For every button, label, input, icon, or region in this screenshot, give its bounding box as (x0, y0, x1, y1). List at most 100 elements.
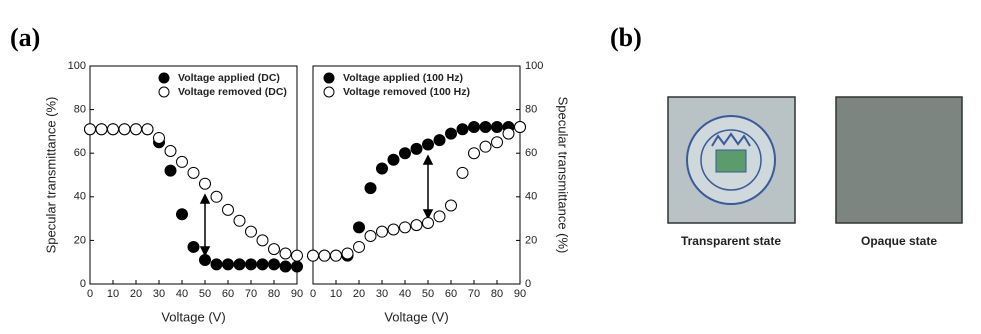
data-point (445, 127, 457, 140)
data-point (445, 199, 457, 212)
data-point (387, 153, 400, 166)
legend-marker (158, 72, 170, 84)
photo-transparent (667, 96, 796, 224)
data-point (376, 162, 388, 175)
x-tick-label: 60 (445, 288, 457, 300)
legend-label: Voltage removed (DC) (178, 86, 287, 98)
data-point (387, 223, 400, 236)
data-point (279, 260, 292, 273)
data-point (353, 240, 365, 253)
data-point (199, 254, 211, 267)
y-tick-label: 40 (525, 191, 537, 203)
legend-marker (323, 86, 335, 98)
data-point (353, 221, 365, 234)
x-tick-label: 0 (87, 288, 93, 300)
data-point (479, 121, 492, 134)
plot-frame (89, 65, 298, 285)
y-axis-title: Specular transmittance (%) (556, 97, 571, 254)
data-point (468, 121, 480, 134)
data-point (279, 247, 292, 260)
y-tick-label: 80 (74, 104, 86, 116)
data-point (107, 123, 119, 136)
x-tick-label: 20 (353, 288, 365, 300)
data-point (456, 166, 469, 179)
data-point (245, 258, 257, 271)
data-point (468, 147, 480, 160)
x-tick-label: 10 (107, 288, 119, 300)
data-point (364, 182, 377, 195)
legend-label: Voltage applied (100 Hz) (343, 72, 463, 84)
arrow (199, 154, 434, 257)
y-tick-label: 80 (525, 104, 537, 116)
data-point (291, 249, 303, 262)
x-tick-label: 30 (376, 288, 388, 300)
panel-label: (b) (610, 23, 642, 52)
data-point (233, 258, 246, 271)
data-point (164, 145, 177, 158)
image-caption: Opaque state (861, 234, 937, 248)
data-point (341, 247, 354, 260)
x-tick-label: 80 (491, 288, 503, 300)
x-tick-label: 30 (153, 288, 165, 300)
y-axis-title: Specular transmittance (%) (43, 97, 58, 254)
data-point (330, 249, 342, 262)
data-point (410, 142, 423, 155)
legend-label: Voltage removed (100 Hz) (343, 86, 470, 98)
data-point (164, 164, 177, 177)
x-tick-label: 0 (310, 288, 316, 300)
data-point (176, 208, 188, 221)
x-tick-label: 40 (399, 288, 411, 300)
data-point (502, 127, 515, 140)
x-tick-label: 80 (268, 288, 280, 300)
data-point (210, 258, 223, 271)
data-point (291, 260, 303, 273)
image-caption: Transparent state (681, 234, 781, 248)
data-point (422, 138, 434, 151)
data-point (210, 190, 223, 203)
legend-marker (323, 72, 335, 84)
data-point (307, 249, 319, 262)
data-point (245, 225, 257, 238)
data-point (268, 258, 280, 271)
data-point (256, 234, 269, 247)
data-point (422, 216, 434, 229)
data-point (433, 134, 446, 147)
data-point (187, 166, 200, 179)
data-point (318, 249, 331, 262)
data-point (118, 123, 131, 136)
data-point (176, 155, 188, 168)
data-point (256, 258, 269, 271)
data-point (364, 230, 377, 243)
y-tick-label: 60 (74, 147, 86, 159)
data-point (222, 203, 234, 216)
legend-label: Voltage applied (DC) (178, 72, 280, 84)
y-tick-label: 40 (74, 191, 86, 203)
x-axis-title: Voltage (V) (161, 309, 225, 324)
x-tick-label: 10 (330, 288, 342, 300)
y-tick-label: 0 (80, 278, 86, 290)
x-tick-label: 20 (130, 288, 142, 300)
x-tick-label: 90 (291, 288, 303, 300)
y-tick-label: 20 (74, 234, 86, 246)
photo-opaque (835, 96, 963, 224)
data-point (153, 131, 165, 144)
x-tick-label: 50 (422, 288, 434, 300)
data-point (479, 140, 492, 153)
data-point (84, 123, 96, 136)
x-axis-title: Voltage (V) (384, 309, 448, 324)
x-tick-label: 60 (222, 288, 234, 300)
data-point (514, 121, 526, 134)
data-point (222, 258, 234, 271)
x-tick-label: 70 (468, 288, 480, 300)
data-point (433, 210, 446, 223)
data-point (187, 240, 200, 253)
data-point (491, 121, 503, 134)
data-point (376, 225, 388, 238)
x-tick-label: 70 (245, 288, 257, 300)
x-tick-label: 50 (199, 288, 211, 300)
data-point (233, 214, 246, 227)
data-point (130, 123, 142, 136)
data-point (141, 123, 154, 136)
data-point (199, 177, 211, 190)
